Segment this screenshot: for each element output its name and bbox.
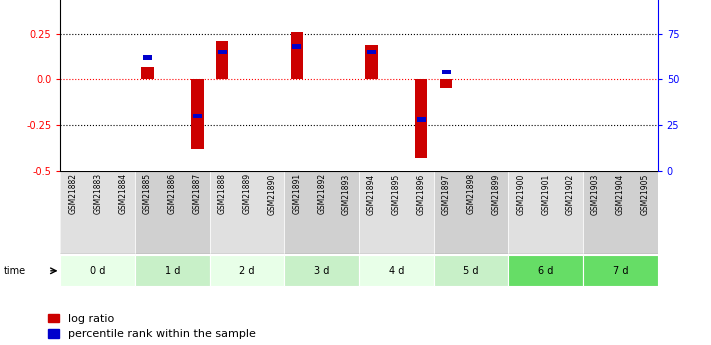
Text: GSM21890: GSM21890 (267, 173, 277, 215)
Bar (143, 55, 152, 60)
Text: 4 d: 4 d (389, 266, 404, 276)
Bar (440, 79, 452, 88)
Text: GSM21905: GSM21905 (641, 173, 650, 215)
Text: 1 d: 1 d (165, 266, 180, 276)
Bar (210, 171, 284, 254)
Bar (210, 255, 284, 286)
Text: GSM21885: GSM21885 (143, 173, 152, 214)
Text: GSM21891: GSM21891 (292, 173, 301, 214)
Text: GSM21888: GSM21888 (218, 173, 227, 214)
Bar (415, 79, 427, 158)
Bar (365, 45, 378, 79)
Bar (193, 114, 202, 118)
Text: GSM21883: GSM21883 (93, 173, 102, 214)
Text: GSM21882: GSM21882 (68, 173, 77, 214)
Text: 2 d: 2 d (240, 266, 255, 276)
Bar (135, 255, 210, 286)
Bar (434, 171, 508, 254)
Bar (292, 44, 301, 49)
Text: GSM21901: GSM21901 (541, 173, 550, 215)
Text: GSM21899: GSM21899 (491, 173, 501, 215)
Text: GSM21895: GSM21895 (392, 173, 401, 215)
Text: GSM21902: GSM21902 (566, 173, 575, 215)
Bar (442, 70, 451, 74)
Text: GSM21896: GSM21896 (417, 173, 426, 215)
Bar (135, 171, 210, 254)
Bar (216, 41, 228, 79)
Bar (284, 171, 359, 254)
Text: 7 d: 7 d (613, 266, 628, 276)
Text: GSM21898: GSM21898 (466, 173, 476, 214)
Text: GSM21904: GSM21904 (616, 173, 625, 215)
Text: 5 d: 5 d (464, 266, 479, 276)
Bar (508, 171, 583, 254)
Bar (284, 255, 359, 286)
Text: GSM21892: GSM21892 (317, 173, 326, 214)
Text: GSM21889: GSM21889 (242, 173, 252, 214)
Bar (291, 32, 303, 79)
Bar (141, 67, 154, 79)
Bar (434, 255, 508, 286)
Text: GSM21897: GSM21897 (442, 173, 451, 215)
Bar (583, 255, 658, 286)
Legend: log ratio, percentile rank within the sample: log ratio, percentile rank within the sa… (48, 314, 256, 339)
Bar (359, 171, 434, 254)
Text: GSM21884: GSM21884 (118, 173, 127, 214)
Text: GSM21900: GSM21900 (516, 173, 525, 215)
Text: time: time (4, 266, 26, 276)
Text: 3 d: 3 d (314, 266, 329, 276)
Text: GSM21887: GSM21887 (193, 173, 202, 214)
Bar (60, 255, 135, 286)
Bar (508, 255, 583, 286)
Bar (191, 79, 203, 149)
Text: GSM21893: GSM21893 (342, 173, 351, 215)
Text: GSM21886: GSM21886 (168, 173, 177, 214)
Bar (359, 255, 434, 286)
Bar (218, 50, 227, 54)
Text: GSM21903: GSM21903 (591, 173, 600, 215)
Text: GSM21894: GSM21894 (367, 173, 376, 215)
Bar (583, 171, 658, 254)
Bar (367, 50, 376, 54)
Bar (417, 117, 426, 122)
Text: 6 d: 6 d (538, 266, 553, 276)
Text: 0 d: 0 d (90, 266, 105, 276)
Bar (60, 171, 135, 254)
